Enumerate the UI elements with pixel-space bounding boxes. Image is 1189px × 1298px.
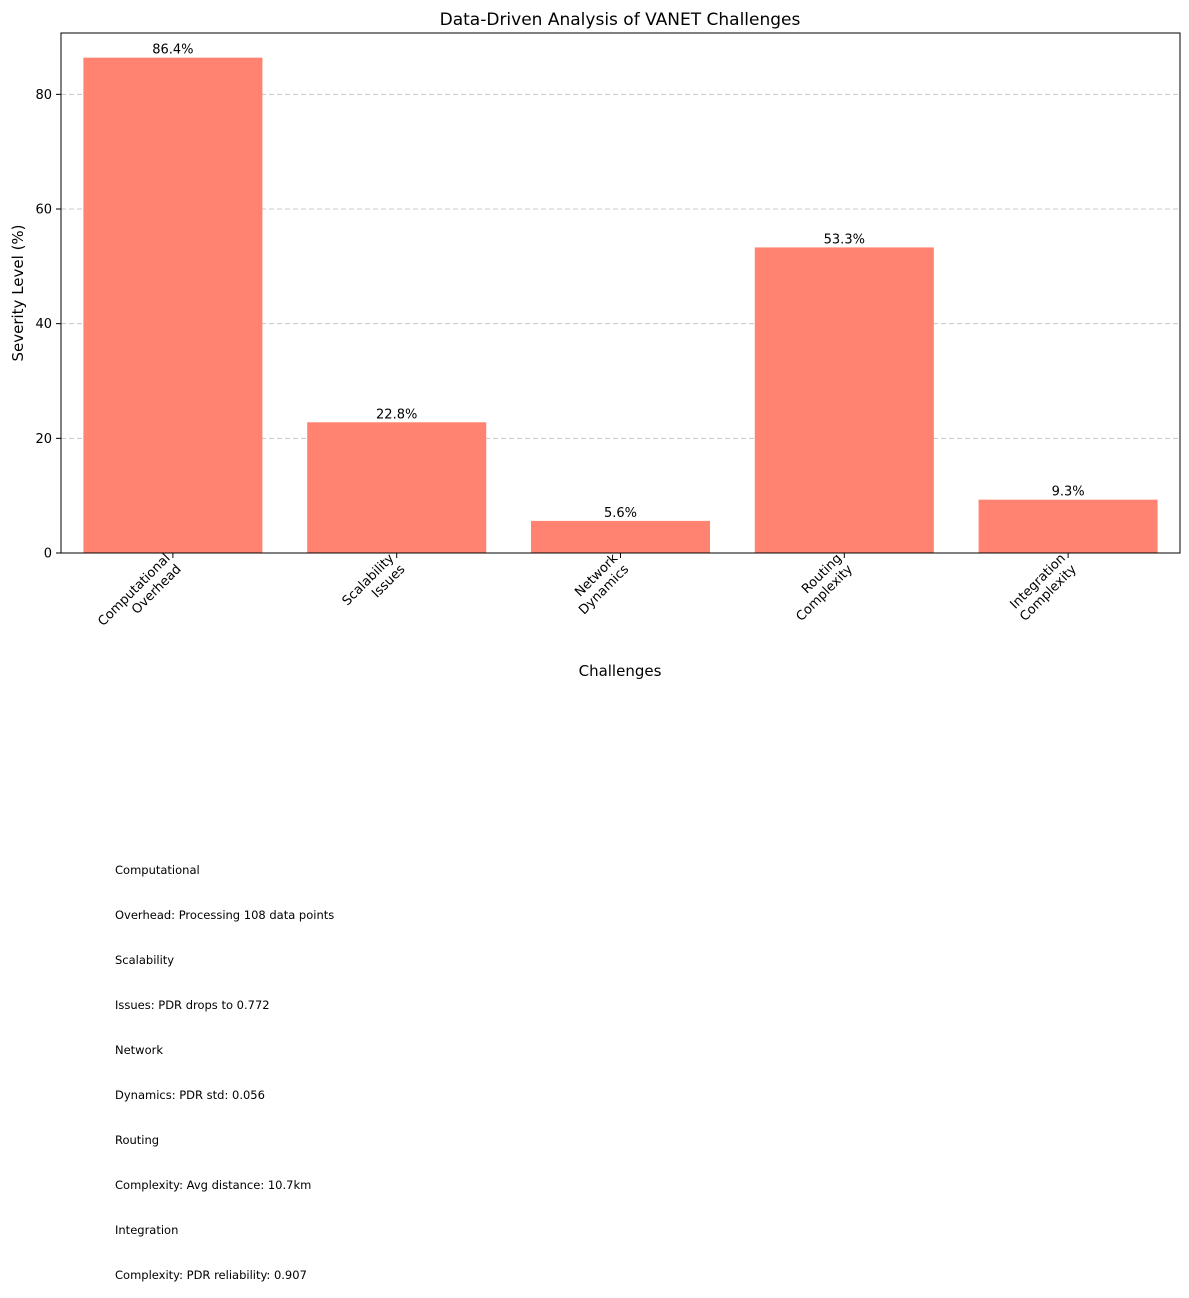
y-tick-label: 80 [35,88,52,103]
bar [83,57,263,553]
note-line: Issues: PDR drops to 0.772 [115,998,270,1012]
note-line: Scalability [115,953,175,967]
y-tick-label: 20 [35,432,52,447]
chart-title: Data-Driven Analysis of VANET Challenges [440,10,801,30]
note-line: Computational [115,863,200,877]
value-labels: 86.4% 22.8% 5.6% 53.3% 9.3% [152,43,1084,521]
bar [978,499,1158,553]
bar [754,247,934,553]
y-tick-label: 60 [35,203,52,218]
note-line: Network [115,1043,164,1057]
bar [307,422,487,553]
note-line: Overhead: Processing 108 data points [115,908,335,922]
note-line: Integration [115,1223,179,1237]
y-ticks: 0 20 40 60 80 [35,88,61,562]
bar-value-label: 86.4% [152,43,193,58]
bar-value-label: 22.8% [376,407,417,422]
note-line: Dynamics: PDR std: 0.056 [115,1088,265,1102]
note-line: Complexity: PDR reliability: 0.907 [115,1268,307,1282]
bars [83,57,1158,553]
y-tick-label: 40 [35,317,52,332]
bar-value-label: 9.3% [1052,485,1085,500]
bar-value-label: 53.3% [824,232,865,247]
bar [530,520,711,553]
notes-block: Computational Overhead: Processing 108 d… [115,833,334,1298]
y-axis-label: Severity Level (%) [9,224,27,361]
y-tick-label: 0 [44,547,52,562]
note-line: Complexity: Avg distance: 10.7km [115,1178,312,1192]
note-line: Routing [115,1133,160,1147]
x-axis-label: Challenges [579,662,662,680]
bar-value-label: 5.6% [604,506,637,521]
